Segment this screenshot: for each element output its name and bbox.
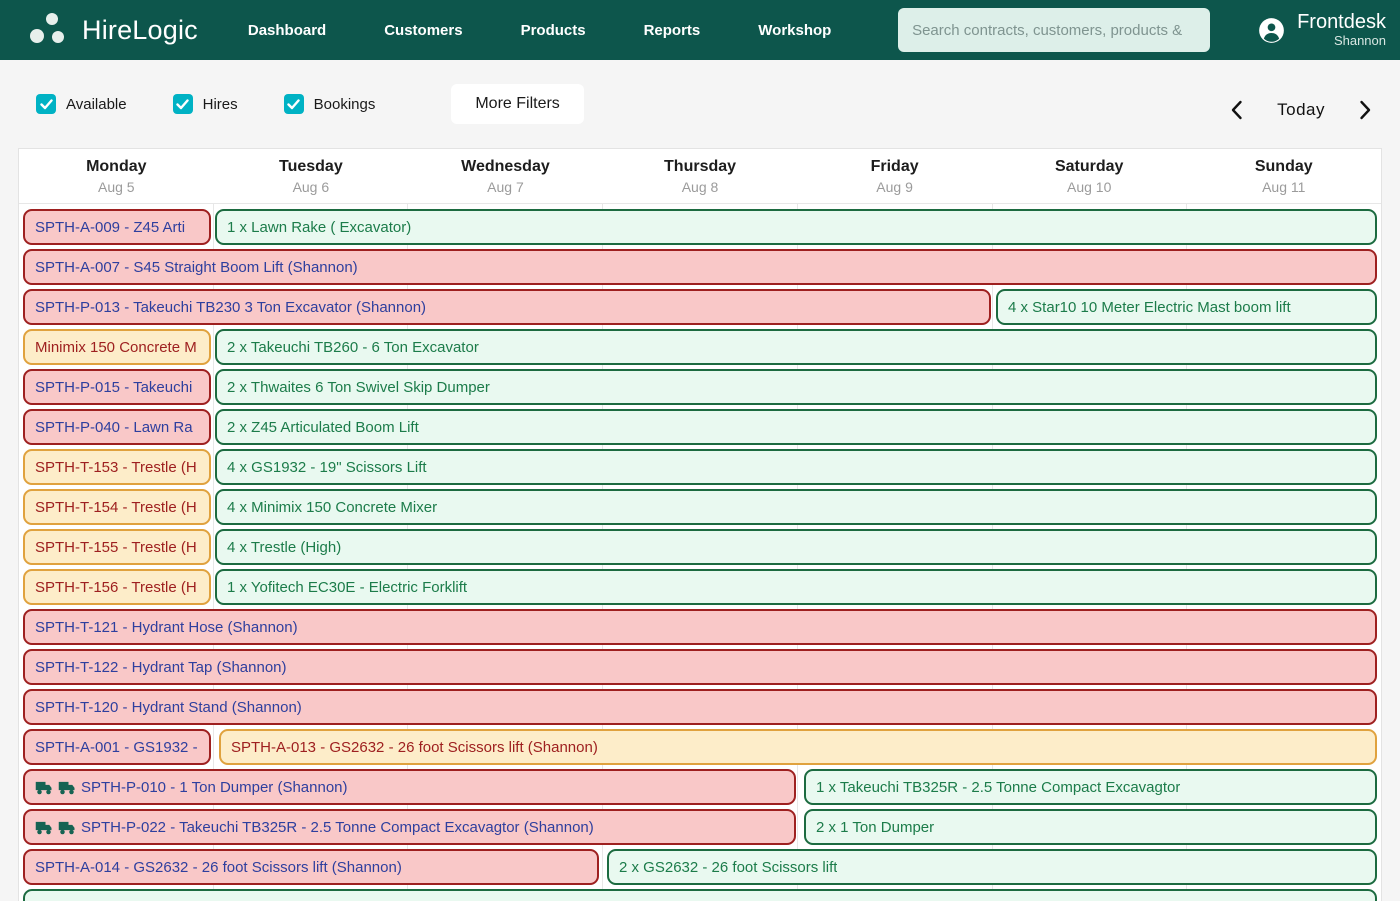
schedule-row: SPTH-T-154 - Trestle (H 4 x Minimix 150 …	[19, 489, 1381, 525]
schedule-row: SPTH-A-001 - GS1932 - SPTH-A-013 - GS263…	[19, 729, 1381, 765]
schedule-row: SPTH-T-120 - Hydrant Stand (Shannon)	[19, 689, 1381, 725]
schedule-row: SPTH-T-121 - Hydrant Hose (Shannon)	[19, 609, 1381, 645]
more-filters-button[interactable]: More Filters	[451, 84, 584, 124]
day-header-saturday: Saturday Aug 10	[1054, 157, 1124, 195]
filter-bookings-label: Bookings	[313, 95, 376, 113]
hire-bar[interactable]: SPTH-T-120 - Hydrant Stand (Shannon)	[23, 689, 1377, 725]
filter-bookings[interactable]: Bookings	[283, 94, 376, 114]
schedule-row: SPTH-P-040 - Lawn Ra 2 x Z45 Articulated…	[19, 409, 1381, 445]
schedule-row: SPTH-T-122 - Hydrant Tap (Shannon)	[19, 649, 1381, 685]
availability-bar[interactable]: 1 x Lawn Rake ( Excavator)	[215, 209, 1377, 245]
next-week-button[interactable]	[1355, 96, 1376, 124]
hire-bar[interactable]: SPTH-A-001 - GS1932 -	[23, 729, 211, 765]
schedule-row: SPTH-A-014 - GS2632 - 26 foot Scissors l…	[19, 849, 1381, 885]
previous-week-button[interactable]	[1226, 96, 1247, 124]
delivery-truck-icon	[58, 780, 76, 795]
availability-bar[interactable]: 2 x 1 Ton Dumper	[804, 809, 1377, 845]
day-header-sunday: Sunday Aug 11	[1254, 157, 1313, 195]
schedule-row: Minimix 150 Concrete M 2 x Takeuchi TB26…	[19, 329, 1381, 365]
hire-bar[interactable]: SPTH-P-040 - Lawn Ra	[23, 409, 211, 445]
nav-workshop[interactable]: Workshop	[758, 21, 832, 39]
booking-bar[interactable]: SPTH-T-156 - Trestle (H	[23, 569, 211, 605]
availability-bar[interactable]: 4 x Minimix 150 Concrete Mixer	[215, 489, 1377, 525]
availability-bar[interactable]: 2 x GS2632 - 26 foot Scissors lift	[607, 849, 1377, 885]
checkbox-hires-icon[interactable]	[172, 94, 193, 114]
filter-available[interactable]: Available	[36, 94, 127, 114]
user-avatar-icon	[1259, 17, 1284, 43]
brand-logo[interactable]: HireLogic	[28, 10, 198, 50]
user-menu[interactable]: Frontdesk Shannon	[1258, 11, 1386, 49]
checkbox-bookings-icon[interactable]	[283, 94, 304, 114]
delivery-truck-icon	[35, 820, 53, 835]
schedule-row: SPTH-P-015 - Takeuchi 2 x Thwaites 6 Ton…	[19, 369, 1381, 405]
today-button[interactable]: Today	[1277, 100, 1325, 119]
day-header-tuesday: Tuesday Aug 6	[279, 157, 343, 195]
chevron-right-icon	[1360, 100, 1371, 120]
nav-reports[interactable]: Reports	[643, 21, 701, 39]
nav-products[interactable]: Products	[520, 21, 586, 39]
week-navigation: Today	[1226, 96, 1376, 124]
chevron-left-icon	[1231, 100, 1242, 120]
checkbox-available-icon[interactable]	[36, 94, 56, 114]
availability-bar[interactable]: 4 x Star10 10 Meter Electric Mast boom l…	[996, 289, 1377, 325]
booking-bar[interactable]: SPTH-T-153 - Trestle (H	[23, 449, 211, 485]
hire-bar[interactable]: SPTH-P-015 - Takeuchi	[23, 369, 211, 405]
schedule-row: SPTH-P-013 - Takeuchi TB230 3 Ton Excava…	[19, 289, 1381, 325]
hire-bar[interactable]: SPTH-P-022 - Takeuchi TB325R - 2.5 Tonne…	[23, 809, 796, 845]
delivery-truck-icon	[58, 820, 76, 835]
day-header-wednesday: Wednesday Aug 7	[461, 157, 550, 195]
hire-bar[interactable]: SPTH-T-121 - Hydrant Hose (Shannon)	[23, 609, 1377, 645]
availability-bar[interactable]: 4 x Trestle (High)	[215, 529, 1377, 565]
booking-bar[interactable]: SPTH-T-154 - Trestle (H	[23, 489, 211, 525]
filter-bar: Available Hires Bookings More Filters To…	[0, 60, 1400, 148]
schedule-row: SPTH-T-156 - Trestle (H 1 x Yofitech EC3…	[19, 569, 1381, 605]
schedule-row	[19, 889, 1381, 901]
schedule-row: SPTH-P-010 - 1 Ton Dumper (Shannon) 1 x …	[19, 769, 1381, 805]
booking-bar[interactable]: SPTH-A-013 - GS2632 - 26 foot Scissors l…	[219, 729, 1377, 765]
user-name: Shannon	[1333, 33, 1386, 48]
hire-bar[interactable]: SPTH-A-007 - S45 Straight Boom Lift (Sha…	[23, 249, 1377, 285]
availability-bar[interactable]: 2 x Thwaites 6 Ton Swivel Skip Dumper	[215, 369, 1377, 405]
hire-bar[interactable]: SPTH-A-014 - GS2632 - 26 foot Scissors l…	[23, 849, 599, 885]
filter-available-label: Available	[66, 95, 127, 113]
delivery-truck-icon	[35, 780, 53, 795]
booking-bar[interactable]: Minimix 150 Concrete M	[23, 329, 211, 365]
availability-bar[interactable]: 2 x Takeuchi TB260 - 6 Ton Excavator	[215, 329, 1377, 365]
availability-bar[interactable]: 4 x GS1932 - 19" Scissors Lift	[215, 449, 1377, 485]
search-input[interactable]	[898, 8, 1211, 52]
availability-bar[interactable]: 1 x Takeuchi TB325R - 2.5 Tonne Compact …	[804, 769, 1377, 805]
day-header-thursday: Thursday Aug 8	[664, 157, 737, 195]
booking-bar[interactable]: SPTH-T-155 - Trestle (H	[23, 529, 211, 565]
hirelogic-dots-icon	[28, 10, 68, 50]
schedule-row: SPTH-P-022 - Takeuchi TB325R - 2.5 Tonne…	[19, 809, 1381, 845]
calendar-header: Monday Aug 5 Tuesday Aug 6 Wednesday Aug…	[19, 149, 1381, 204]
day-header-monday: Monday Aug 5	[86, 157, 147, 195]
hire-bar[interactable]: SPTH-A-009 - Z45 Arti	[23, 209, 211, 245]
brand-name: HireLogic	[82, 14, 198, 45]
nav-customers[interactable]: Customers	[384, 21, 463, 39]
availability-bar[interactable]	[23, 889, 1377, 901]
availability-bar[interactable]: 2 x Z45 Articulated Boom Lift	[215, 409, 1377, 445]
hire-bar[interactable]: SPTH-P-013 - Takeuchi TB230 3 Ton Excava…	[23, 289, 991, 325]
hire-bar[interactable]: SPTH-T-122 - Hydrant Tap (Shannon)	[23, 649, 1377, 685]
schedule-row: SPTH-A-007 - S45 Straight Boom Lift (Sha…	[19, 249, 1381, 285]
schedule-row: SPTH-A-009 - Z45 Arti 1 x Lawn Rake ( Ex…	[19, 209, 1381, 245]
filter-hires[interactable]: Hires	[172, 94, 238, 114]
user-role: Frontdesk	[1297, 11, 1386, 33]
day-header-friday: Friday Aug 9	[870, 157, 919, 195]
schedule-row: SPTH-T-155 - Trestle (H 4 x Trestle (Hig…	[19, 529, 1381, 565]
filter-hires-label: Hires	[202, 95, 238, 113]
hire-bar[interactable]: SPTH-P-010 - 1 Ton Dumper (Shannon)	[23, 769, 796, 805]
nav-dashboard[interactable]: Dashboard	[247, 21, 327, 39]
main-nav: Dashboard Customers Products Reports Wor…	[248, 22, 831, 39]
top-navbar: HireLogic Dashboard Customers Products R…	[0, 0, 1400, 60]
schedule-calendar: Monday Aug 5 Tuesday Aug 6 Wednesday Aug…	[18, 148, 1382, 901]
schedule-row: SPTH-T-153 - Trestle (H 4 x GS1932 - 19"…	[19, 449, 1381, 485]
availability-bar[interactable]: 1 x Yofitech EC30E - Electric Forklift	[215, 569, 1377, 605]
